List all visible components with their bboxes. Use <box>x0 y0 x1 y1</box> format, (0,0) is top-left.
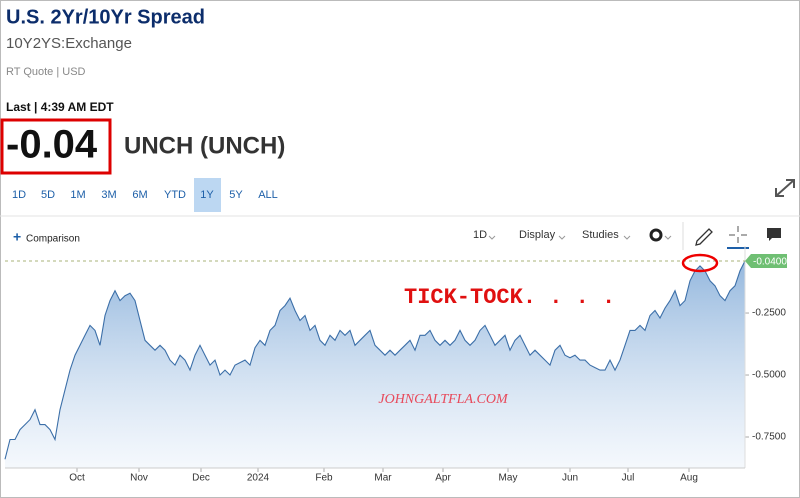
comment-icon[interactable] <box>767 228 781 241</box>
range-button[interactable]: 1D <box>12 189 26 201</box>
price-tag <box>745 253 787 268</box>
studies-button[interactable]: Studies <box>582 229 619 241</box>
expand-icon[interactable] <box>775 179 795 197</box>
crosshair-icon[interactable] <box>729 226 747 243</box>
comparison-button[interactable]: Comparison <box>26 234 80 245</box>
range-selected-bg <box>194 178 221 212</box>
quote-info: RT Quote | USD <box>6 66 86 78</box>
chevrons <box>488 235 672 240</box>
display-button[interactable]: Display <box>519 229 556 241</box>
interval-button[interactable]: 1D <box>473 229 487 241</box>
range-button[interactable]: YTD <box>164 189 186 201</box>
x-tick-label: May <box>499 473 518 484</box>
symbol: 10Y2YS:Exchange <box>6 35 132 52</box>
x-tick-label: Jun <box>562 473 578 484</box>
draw-icon[interactable] <box>695 228 713 246</box>
range-bar: 1D 5D 1M 3M 6M YTD 1Y 5Y ALL <box>12 178 278 212</box>
chart: Oct Nov Dec 2024 Feb Mar Apr May Jun Jul Aug -0.250… <box>4 246 787 484</box>
range-button[interactable]: 3M <box>101 189 116 201</box>
settings-icon[interactable] <box>649 228 663 242</box>
price: -0.04 <box>6 123 98 167</box>
highlight-box <box>0 118 112 175</box>
annotation: TICK-TOCK. . . . <box>404 285 615 310</box>
x-tick-label: Apr <box>435 473 451 484</box>
range-button[interactable]: 5Y <box>229 189 243 201</box>
y-tick-label: -0.5000 <box>752 370 786 381</box>
watermark: JOHNGALTFLA.COM <box>378 392 509 407</box>
x-tick-label: 2024 <box>247 473 270 484</box>
y-tick-label: -0.2500 <box>752 308 786 319</box>
x-tick-label: Dec <box>192 473 210 484</box>
title: U.S. 2Yr/10Yr Spread <box>6 6 205 28</box>
highlight-ellipse <box>681 253 719 273</box>
line <box>4 260 746 460</box>
range-button[interactable]: 6M <box>132 189 147 201</box>
x-tick-label: Oct <box>69 473 85 484</box>
x-tick-label: Jul <box>622 473 635 484</box>
x-tick-label: Aug <box>680 473 698 484</box>
last-label: Last | 4:39 AM EDT <box>6 100 114 114</box>
x-tick-label: Feb <box>315 473 333 484</box>
range-button[interactable]: 1Y <box>200 189 214 201</box>
range-button[interactable]: 1M <box>70 189 85 201</box>
price-tag-label: -0.0400 <box>753 257 787 268</box>
range-button[interactable]: 5D <box>41 189 55 201</box>
range-button[interactable]: ALL <box>258 189 278 201</box>
area-fill <box>5 261 745 468</box>
plus-icon[interactable]: + <box>13 229 21 245</box>
y-tick-label: -0.7500 <box>752 432 786 443</box>
x-tick-label: Nov <box>130 473 148 484</box>
change: UNCH (UNCH) <box>124 132 285 159</box>
x-tick-label: Mar <box>374 473 392 484</box>
